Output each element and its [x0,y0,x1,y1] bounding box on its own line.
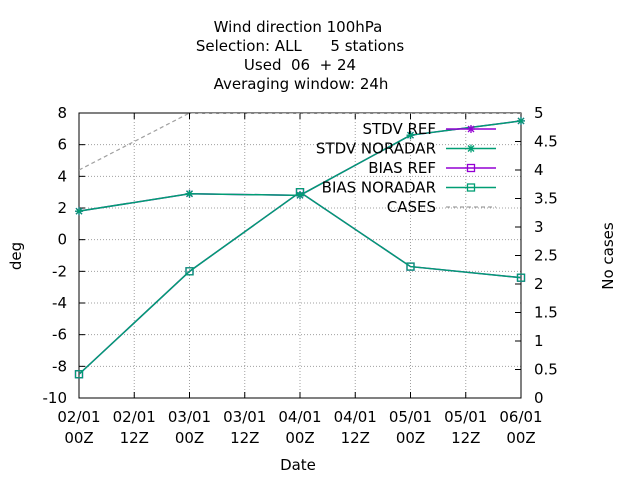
legend-item-bias-noradar: BIAS NORADAR [322,179,496,197]
y2-tick-label: 1.5 [534,304,558,322]
x-tick-label-date: 02/01 [57,408,100,426]
chart-title-line-2: Selection: ALL 5 stations [196,37,404,55]
x-tick-label-hour: 12Z [451,429,480,447]
chart-title-line-1: Wind direction 100hPa [214,18,383,36]
series-line-bias-noradar [79,191,521,375]
data-point-stdv-noradar-stroke [186,190,193,198]
legend-label: BIAS NORADAR [322,179,436,197]
legend-item-bias-ref: BIAS REF [368,159,496,177]
legend-swatch-marker-stroke [467,125,475,133]
data-point-stdv-noradar-stroke [75,207,83,215]
x-tick-label-date: 04/01 [334,408,377,426]
y-tick-label: 0 [57,231,67,249]
x-tick-label-hour: 12Z [341,429,370,447]
legend-swatch-marker [467,144,475,153]
chart-title-line-4: Averaging window: 24h [214,75,389,93]
x-tick-label-date: 06/01 [499,408,542,426]
legend-item-stdv-noradar: STDV NORADAR [316,140,496,158]
x-tick-label-hour: 00Z [175,429,204,447]
y-tick-label: 2 [57,199,67,217]
y2-tick-label: 3 [534,218,544,236]
chart-title: Wind direction 100hPa Selection: ALL 5 s… [196,18,404,93]
y2-axis-label: No cases [599,222,617,290]
data-point-stdv-noradar [185,189,194,198]
x-tick-label-hour: 00Z [285,429,314,447]
y2-tick-label: 0 [534,389,544,407]
y2-tick-label: 2 [534,275,544,293]
x-tick-label-date: 05/01 [389,408,432,426]
legend-swatch-marker-stroke [467,145,475,152]
legend-item-cases: CASES [387,198,496,216]
data-point-stdv-noradar [75,207,83,216]
y-tick-label: -6 [52,326,67,344]
y-axis-label: deg [7,242,25,270]
x-tick-label-hour: 00Z [506,429,535,447]
legend-label: STDV REF [362,120,436,138]
data-point-bias-noradar [406,262,415,271]
data-point-stdv-noradar-stroke [517,117,525,125]
series-bias-noradar [79,191,521,375]
x-tick-label-date: 03/01 [223,408,266,426]
y-tick-label: -10 [43,389,68,407]
data-point-bias-noradar [74,370,84,379]
x-tick-label-hour: 12Z [230,429,259,447]
x-tick-label-date: 05/01 [444,408,487,426]
data-point-bias-noradar [295,188,305,197]
grid-lines [79,113,521,398]
y2-tick-label: 3.5 [534,190,558,208]
y-tick-label: 6 [57,136,67,154]
legend-swatch-marker [467,125,475,133]
chart-title-line-3: Used 06 + 24 [244,56,356,74]
y2-tick-label: 0.5 [534,361,558,379]
x-tick-label-hour: 00Z [64,429,93,447]
y2-tick-label: 5 [534,104,544,122]
x-tick-label-date: 02/01 [113,408,156,426]
y2-tick-label: 4 [534,161,544,179]
legend-swatch-marker [466,183,476,192]
data-point-bias-noradar [516,273,526,282]
series-bias-ref [79,191,521,375]
y2-tick-label: 1 [534,332,544,350]
y-tick-label: -4 [52,294,67,312]
x-tick-label-hour: 00Z [396,429,425,447]
y-tick-label: 4 [57,167,67,185]
x-axis-label: Date [280,456,316,474]
legend-label: STDV NORADAR [316,140,436,158]
series-line-bias-ref [79,191,521,375]
legend-swatch-marker [466,163,476,173]
data-point-stdv-noradar-stroke [407,131,414,139]
y2-tick-label: 2.5 [534,247,558,265]
legend-item-stdv-ref: STDV REF [362,120,496,138]
data-point-bias-noradar [185,267,194,276]
x-tick-label-date: 04/01 [278,408,321,426]
legend-label: BIAS REF [368,159,436,177]
axes: -10 -8 -6 -4 -2 0 2 4 6 8 0 0.5 1 1.5 2 2.5 3 3.5 4 4.5 5 02/… [43,104,558,447]
y-tick-label: -2 [52,262,67,280]
y2-tick-label: 4.5 [534,133,558,151]
x-tick-label-hour: 12Z [120,429,149,447]
y-tick-label: -8 [52,357,67,375]
x-tick-label-date: 03/01 [168,408,211,426]
plot-series [74,113,526,379]
data-point-stdv-noradar [406,131,415,140]
y-tick-label: 8 [57,104,67,122]
data-point-stdv-noradar [517,116,525,125]
legend-label: CASES [387,198,436,216]
